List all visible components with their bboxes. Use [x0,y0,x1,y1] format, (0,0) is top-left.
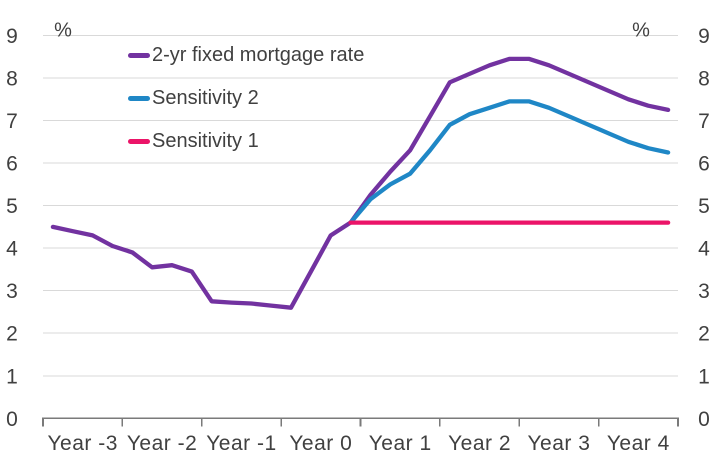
legend-swatch-icon [128,95,150,101]
y-axis-label-left-3: 3 [6,280,18,303]
y-axis-label-right-3: 3 [698,280,710,303]
legend-label: 2-yr fixed mortgage rate [152,43,365,66]
series-line-sensitivity-2 [348,99,671,225]
x-axis-label: Year 3 [527,432,590,455]
y-axis-label-right-8: 8 [698,68,710,91]
x-axis-label: Year -3 [47,432,117,455]
x-axis-label: Year 2 [448,432,511,455]
x-axis-label: Year -1 [206,432,276,455]
y-axis-label-right-0: 0 [698,408,710,431]
legend: 2-yr fixed mortgage rate Sensitivity 2 Sen… [128,42,364,154]
y-axis-label-left-1: 1 [6,365,18,388]
x-axis-label: Year -2 [127,432,197,455]
x-axis-label: Year 0 [289,432,352,455]
y-axis-label-left-5: 5 [6,195,18,218]
legend-swatch-icon [128,138,150,144]
y-axis-label-left-9: 9 [6,25,18,48]
y-axis-label-left-7: 7 [6,110,18,133]
y-axis-label-right-7: 7 [698,110,710,133]
y-axis-label-left-6: 6 [6,153,18,176]
y-axis-label-left-0: 0 [6,408,18,431]
y-axis-label-right-9: 9 [698,25,710,48]
legend-label: Sensitivity 1 [152,129,259,152]
percent-unit-left: % [54,19,72,42]
legend-item: Sensitivity 1 [128,128,364,154]
legend-item: Sensitivity 2 [128,85,364,111]
y-axis-label-right-6: 6 [698,153,710,176]
x-axis-label: Year 1 [369,432,432,455]
y-axis-label-left-2: 2 [6,323,18,346]
y-axis-label-right-4: 4 [698,238,710,261]
y-axis-label-right-5: 5 [698,195,710,218]
y-axis-label-right-1: 1 [698,365,710,388]
y-axis-label-left-4: 4 [6,238,18,261]
legend-label: Sensitivity 2 [152,86,259,109]
percent-unit-right: % [632,19,650,42]
y-axis-label-right-2: 2 [698,323,710,346]
y-axis-label-left-8: 8 [6,68,18,91]
legend-swatch-icon [128,52,150,58]
x-axis-label: Year 4 [607,432,670,455]
legend-item: 2-yr fixed mortgage rate [128,42,364,68]
